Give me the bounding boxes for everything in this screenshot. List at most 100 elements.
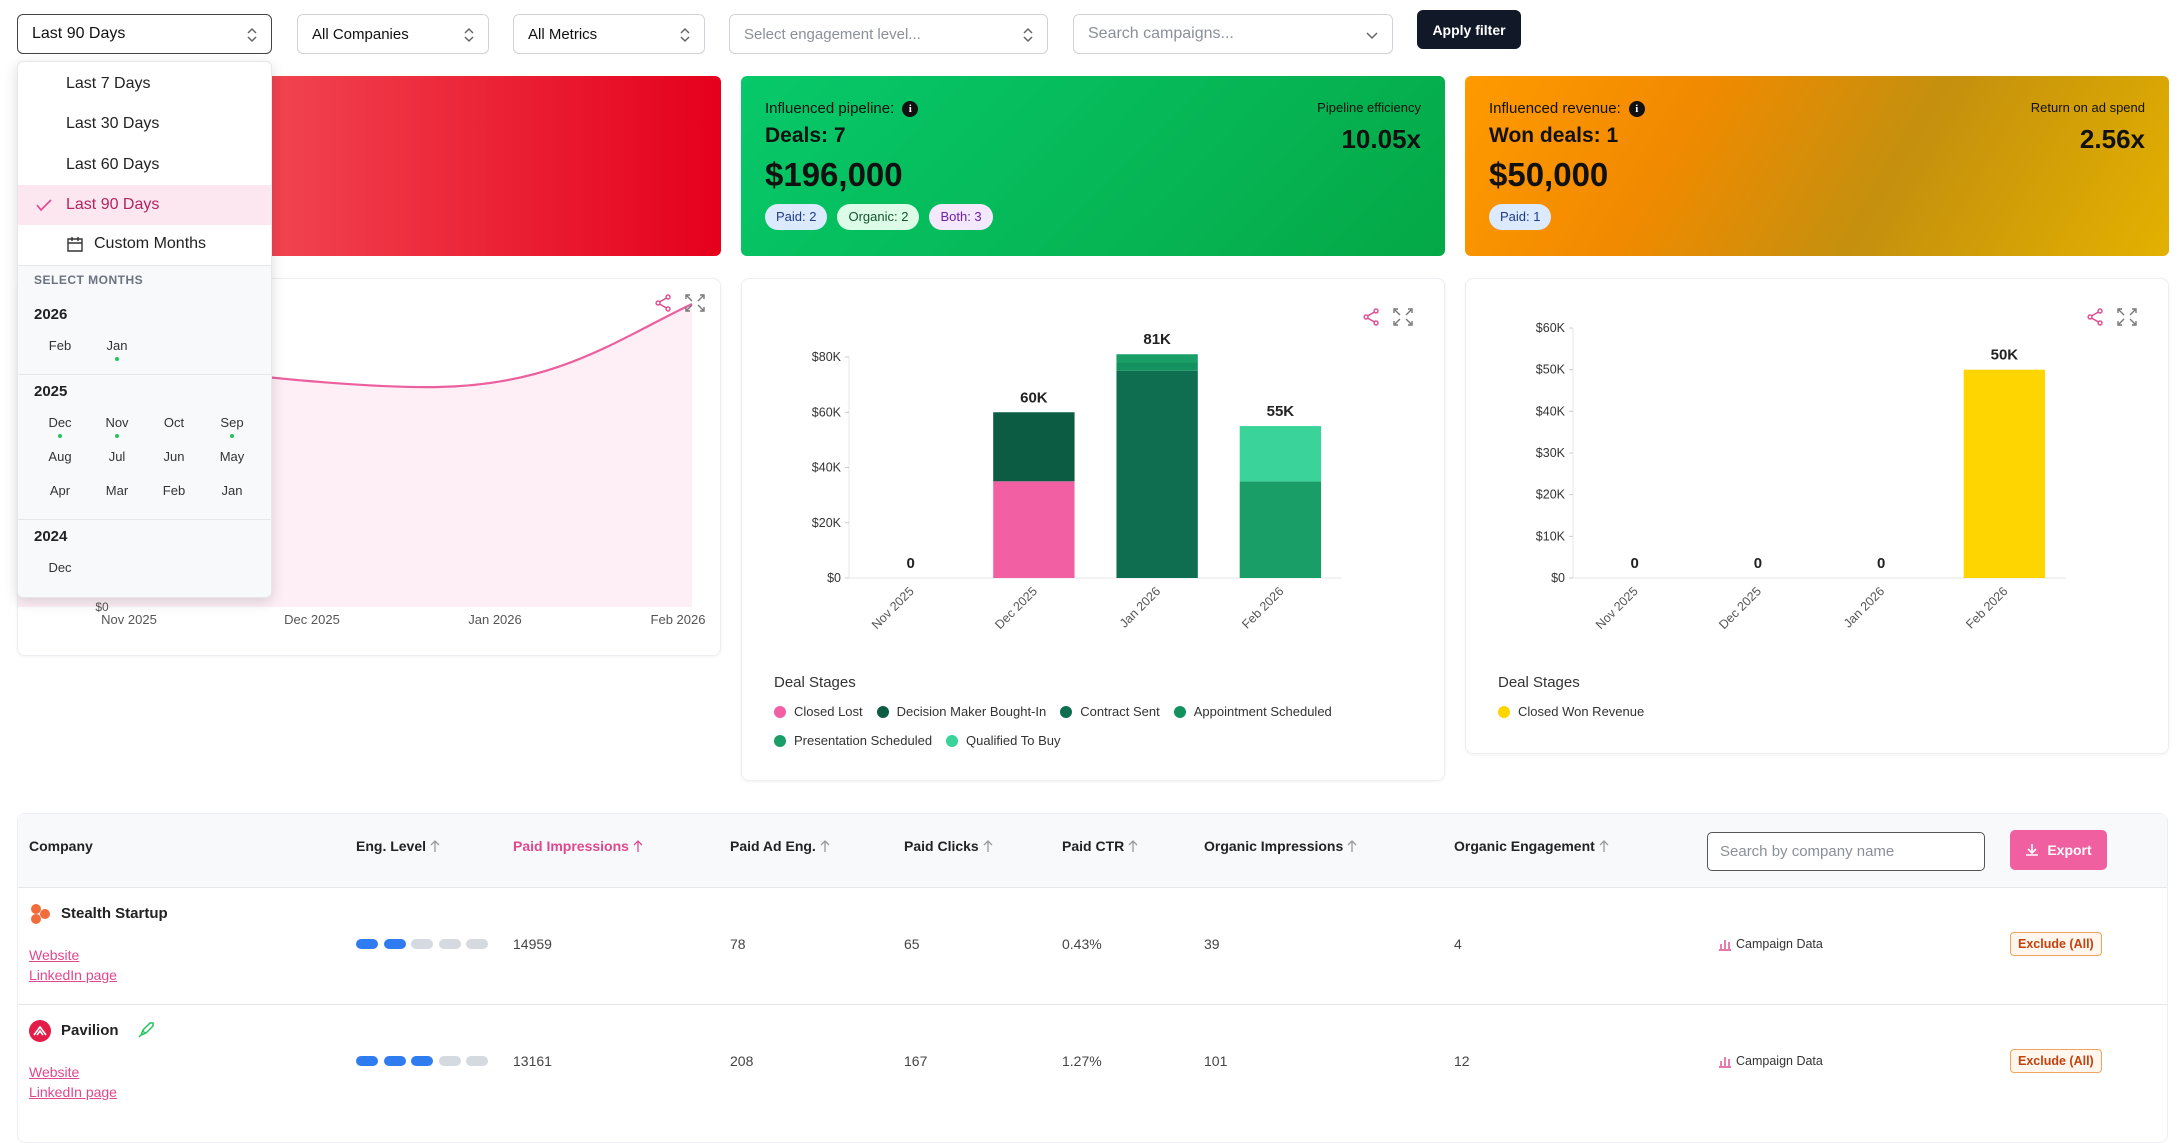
option-label: Last 7 Days — [66, 75, 151, 92]
month-option[interactable]: Jun — [163, 449, 185, 464]
column-header[interactable]: Organic Impressions — [1204, 838, 1358, 854]
legend-label: Presentation Scheduled — [794, 733, 933, 748]
eng-level-pill — [411, 1056, 433, 1066]
period-select[interactable]: Last 90 Days — [17, 14, 272, 54]
option-label: Custom Months — [94, 235, 207, 252]
month-option[interactable]: Jan — [221, 483, 243, 498]
y-tick-label: $60K — [1536, 321, 1566, 335]
bar — [1239, 481, 1322, 578]
column-header[interactable]: Organic Engagement — [1454, 838, 1610, 854]
value-label: 0 — [1877, 555, 1885, 572]
check-icon — [36, 199, 52, 212]
engagement-select[interactable]: Select engagement level... — [729, 14, 1048, 54]
month-option[interactable]: Oct — [163, 415, 185, 430]
month-data-dot — [115, 357, 119, 361]
exclude-button[interactable]: Exclude (All) — [2010, 932, 2102, 956]
expand-icon — [685, 294, 705, 312]
export-label: Export — [2047, 842, 2092, 858]
column-header[interactable]: Paid CTR — [1062, 838, 1139, 854]
eng-level-pill — [383, 939, 406, 949]
pipeline-chart-panel: $0 $20K $40K $60K $80K Nov 2025 Dec 2025 Jan 20… — [741, 278, 1445, 781]
month-option[interactable]: Dec — [48, 560, 72, 575]
period-option[interactable]: Last 7 Days — [18, 64, 271, 104]
month-option[interactable]: Dec — [48, 415, 72, 430]
x-tick-label: Feb 2026 — [1963, 584, 2010, 631]
legend: Closed Won Revenue — [1498, 704, 2098, 719]
month-option[interactable]: Sep — [220, 415, 244, 430]
year-divider — [18, 374, 271, 375]
chart-actions — [655, 294, 705, 312]
legend-swatch — [774, 705, 786, 718]
column-header[interactable]: Paid Ad Eng. — [730, 838, 831, 854]
rocket-icon — [138, 1022, 154, 1038]
month-option[interactable]: Feb — [48, 338, 72, 353]
period-option[interactable]: Last 60 Days — [18, 145, 271, 185]
card-metric: 10.05x — [1341, 124, 1421, 154]
campaign-data-link[interactable]: Campaign Data — [1736, 1054, 1823, 1068]
month-option[interactable]: May — [219, 449, 245, 464]
exclude-button[interactable]: Exclude (All) — [2010, 1049, 2102, 1073]
header-label: Organic Impressions — [1204, 838, 1344, 854]
legend-item: Decision Maker Bought-In — [876, 704, 1047, 719]
legend-item: Contract Sent — [1060, 704, 1160, 719]
column-header[interactable]: Paid Impressions — [513, 838, 644, 854]
column-header[interactable]: Company — [29, 838, 93, 854]
custom-months-option[interactable]: Custom Months — [18, 224, 271, 264]
period-option[interactable]: Last 30 Days — [18, 104, 271, 144]
month-option[interactable]: Jul — [108, 449, 126, 464]
month-option[interactable]: Feb — [162, 483, 186, 498]
y-tick-label: $60K — [812, 405, 842, 419]
export-button[interactable]: Export — [2010, 830, 2107, 870]
period-option[interactable]: Last 90 Days — [18, 184, 271, 225]
column-header[interactable]: Paid Clicks — [904, 838, 994, 854]
month-data-dot — [230, 434, 234, 438]
y-tick-label: $0 — [1551, 571, 1565, 585]
chevrons — [247, 27, 257, 43]
month-option[interactable]: Mar — [105, 483, 129, 498]
website-link[interactable]: Website — [29, 1064, 80, 1080]
x-tick-label: Jan 2026 — [1117, 584, 1163, 630]
arrow — [430, 840, 440, 852]
x-tick-label: Jan 2026 — [1841, 584, 1887, 630]
x-tick-label: Dec 2025 — [284, 612, 340, 627]
cell: 208 — [730, 1053, 754, 1069]
search-placeholder: Search campaigns... — [1088, 25, 1234, 42]
chart-actions — [1363, 308, 1413, 326]
campaign-data-link[interactable]: Campaign Data — [1736, 937, 1823, 951]
eng-level-pill — [356, 1056, 378, 1066]
eng-level-pill — [411, 939, 433, 949]
companies-select[interactable]: All Companies — [297, 14, 489, 54]
header-label: Paid CTR — [1062, 838, 1125, 854]
website-link[interactable]: Website — [29, 947, 80, 963]
apply-button[interactable]: Apply filter — [1417, 10, 1521, 49]
x-tick-label: Feb 2026 — [1239, 584, 1286, 631]
chevrons — [680, 27, 690, 43]
campaign-search[interactable]: Search campaigns... — [1073, 14, 1393, 54]
total-label: 0 — [906, 555, 914, 572]
expand-icon — [2117, 308, 2137, 326]
bar — [993, 412, 1075, 482]
month-option[interactable]: Nov — [105, 415, 129, 430]
badge: Paid: 1 — [1489, 204, 1552, 230]
metrics-select[interactable]: All Metrics — [513, 14, 705, 54]
month-option[interactable]: Aug — [48, 449, 72, 464]
month-option[interactable]: Jan — [106, 338, 128, 353]
arrow — [633, 840, 643, 852]
chart-actions — [2087, 308, 2137, 326]
month-option[interactable]: Apr — [49, 483, 71, 498]
header-label: Paid Clicks — [904, 838, 979, 854]
linkedin-link[interactable]: LinkedIn page — [29, 1084, 117, 1100]
header-label: Company — [29, 838, 93, 854]
info-icon: i — [1628, 100, 1645, 117]
eng-level-pill — [438, 939, 461, 949]
legend-swatch — [1498, 705, 1510, 718]
legend-label: Decision Maker Bought-In — [896, 704, 1047, 719]
linkedin-link[interactable]: LinkedIn page — [29, 967, 117, 983]
column-header[interactable]: Eng. Level — [356, 838, 441, 854]
legend-swatch — [876, 705, 889, 718]
y-tick-label: $20K — [812, 516, 842, 530]
company-search[interactable]: Search by company name — [1707, 832, 1985, 871]
period-value: Last 90 Days — [32, 25, 126, 42]
legend-swatch — [774, 734, 786, 747]
total-label: 81K — [1143, 331, 1171, 348]
